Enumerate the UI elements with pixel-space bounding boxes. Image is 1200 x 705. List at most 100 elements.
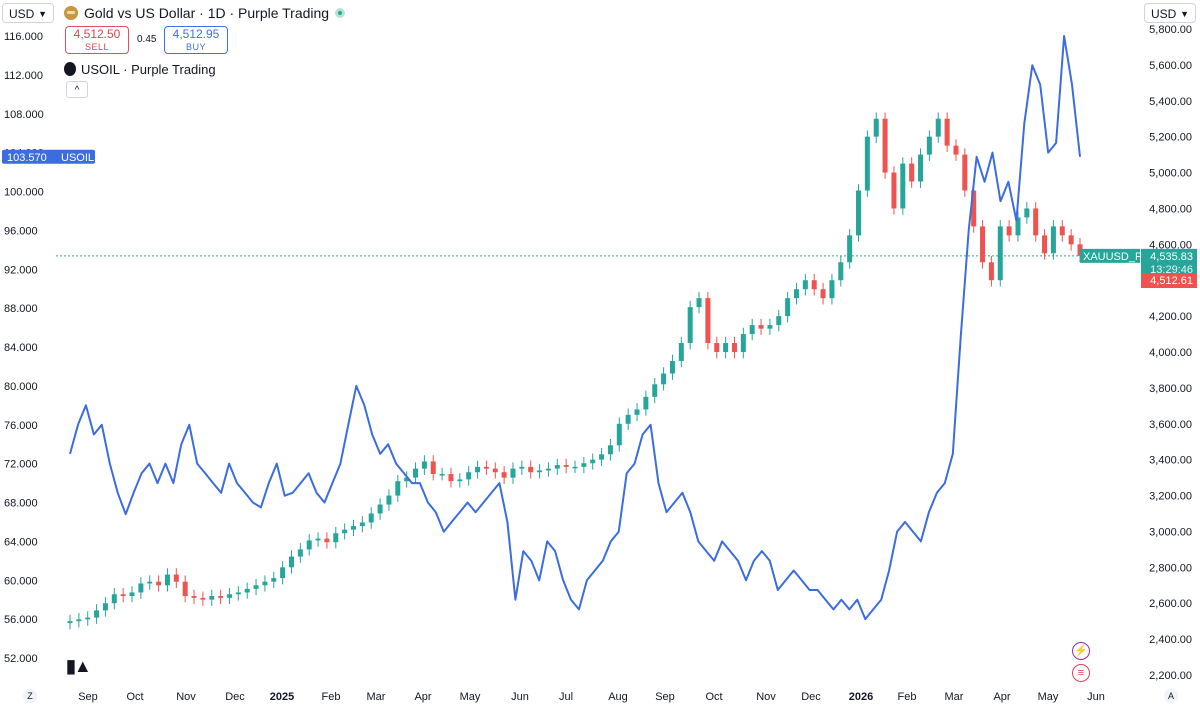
right-axis-tick: 3,800.00 [1149,383,1192,395]
candle-body [864,136,870,191]
left-axis-tick: 116.000 [4,31,43,43]
candle-body [147,581,153,584]
left-axis-tick: 92.000 [4,264,38,276]
candle-body [705,298,711,344]
candle-body [253,585,259,589]
candle-body [404,477,410,482]
candle-body [820,289,826,299]
x-axis-tick: Nov [756,691,776,703]
bid-price-badge [1141,273,1197,289]
overlay-symbol-label: USOIL · Purple Trading [81,61,216,77]
left-axis-tick: 108.000 [4,109,44,121]
xauusd-price-value: 4,535.83 [1150,251,1193,263]
candle-body [607,445,613,455]
candle-body [900,163,906,209]
right-axis-tick: 3,000.00 [1149,526,1192,538]
candle-body [297,549,303,557]
usoil-price-badge [2,149,95,164]
right-axis-tick: 2,200.00 [1149,670,1192,682]
x-axis-tick: Dec [801,691,821,703]
right-axis-tick: 3,200.00 [1149,491,1192,503]
candle-body [235,592,241,595]
sell-label: SELL [84,42,110,52]
collapse-legend-button[interactable]: ^ [66,81,88,98]
x-axis-tick: Apr [993,691,1010,703]
candle-body [226,594,232,598]
candle-body [129,592,135,597]
auto-scale-button[interactable]: A [1164,689,1178,703]
candle-body [271,578,277,582]
x-axis-tick: Mar [945,691,964,703]
usoil-line [69,35,1081,621]
zoom-button[interactable]: Z [23,689,37,703]
candle-body [847,235,853,263]
candle-body [386,495,392,505]
xauusd-symbol-badge [1080,248,1140,263]
candle-body [76,619,82,622]
right-axis-tick: 5,200.00 [1149,132,1192,144]
candle-body [359,522,365,527]
left-axis-tick: 100.000 [4,187,44,199]
currency-select-left[interactable]: USD ▼ [2,3,54,23]
left-axis-tick: 112.000 [4,70,43,82]
candle-body [793,289,799,299]
xauusd-price-badge [1141,248,1197,277]
candle-body [102,603,108,611]
sell-button[interactable]: 4,512.50 SELL [65,26,129,54]
bid-price-value: 4,512.61 [1150,275,1193,287]
chevron-up-icon: ^ [74,85,80,96]
bolt-icon[interactable]: ⚡ [1072,642,1090,660]
candle-body [351,526,357,530]
candle-body [838,262,844,281]
candle-body [767,325,773,329]
us-flag-icon[interactable]: ≡ [1072,664,1090,682]
left-axis-tick: 80.000 [4,381,38,393]
candle-body [988,262,994,281]
candle-body [111,594,117,604]
chevron-down-icon: ▼ [1180,9,1189,19]
candle-body [501,472,507,478]
x-axis-tick: Sep [78,691,98,703]
x-axis-tick: Mar [367,691,386,703]
candle-body [802,280,808,290]
candle-body [457,479,463,482]
candle-body [448,474,454,482]
x-axis-tick: Aug [608,691,628,703]
candle-body [723,343,729,352]
candle-body [785,298,791,317]
buy-label: BUY [185,42,206,52]
x-axis-tick: Apr [414,691,431,703]
candle-body [776,316,782,326]
x-axis-tick: Jul [559,691,573,703]
left-axis-tick: 72.000 [4,459,38,471]
tradingview-logo[interactable]: ▮▲ [66,656,92,676]
x-axis-tick: Oct [126,691,143,703]
buy-button[interactable]: 4,512.95 BUY [164,26,228,54]
candle-body [324,538,330,543]
sell-price: 4,512.50 [73,27,121,41]
candle-body [740,334,746,352]
candle-body [687,307,693,344]
candle-body [882,118,888,173]
candle-body [333,533,339,543]
candle-body [413,468,419,478]
candle-body [280,567,286,579]
usoil-price-symbol: USOIL [61,152,94,164]
right-axis-tick: 5,600.00 [1149,60,1192,72]
candle-body [935,118,941,137]
candle-body [962,154,968,191]
chart-title[interactable]: Gold vs US Dollar · 1D · Purple Trading [84,5,330,21]
candle-body [191,596,197,598]
candle-body [1050,226,1056,254]
candle-body [891,172,897,209]
left-axis-tick: 76.000 [4,420,38,432]
gold-icon [64,6,78,20]
x-axis-tick: Jun [511,691,529,703]
candle-body [714,343,720,352]
overlay-legend[interactable]: USOIL · Purple Trading [64,61,216,77]
right-axis-tick: 4,800.00 [1149,203,1192,215]
candle-body [421,461,427,469]
candle-body [430,461,436,475]
currency-select-right[interactable]: USD ▼ [1144,3,1196,23]
